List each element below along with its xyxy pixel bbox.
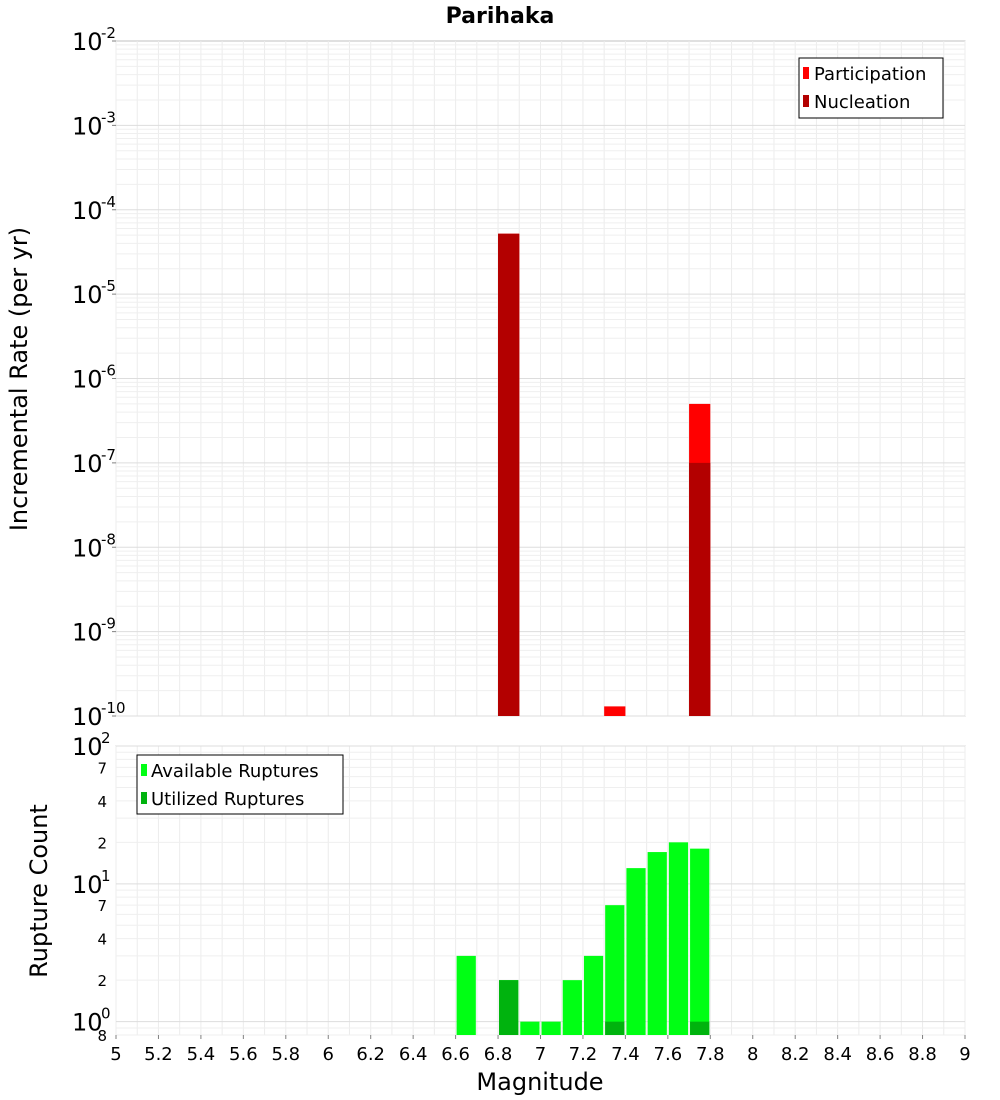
utilized-ruptures-bar bbox=[499, 980, 519, 1035]
x-tick-label: 5.2 bbox=[144, 1044, 173, 1065]
legend-swatch-utilized bbox=[141, 792, 147, 804]
y-tick-exponent: -2 bbox=[101, 24, 116, 42]
y-minor-tick-label: 4 bbox=[97, 793, 107, 811]
count-legend: Available Ruptures Utilized Ruptures bbox=[136, 754, 344, 815]
x-tick-label: 8.8 bbox=[908, 1044, 937, 1065]
available-ruptures-bar bbox=[647, 852, 667, 1035]
legend-swatch-nucleation bbox=[803, 95, 809, 107]
x-tick-label: 6 bbox=[323, 1044, 334, 1065]
available-ruptures-bar bbox=[605, 905, 625, 1035]
available-ruptures-bar bbox=[626, 868, 646, 1035]
x-axis-label: Magnitude bbox=[476, 1068, 603, 1096]
x-tick-label: 5 bbox=[110, 1044, 121, 1065]
utilized-ruptures-bar bbox=[690, 1021, 710, 1035]
count-plot-bars bbox=[456, 842, 710, 1035]
rate-y-axis-label: Incremental Rate (per yr) bbox=[5, 227, 33, 531]
y-tick-label: 10 bbox=[72, 112, 103, 140]
count-y-axis-label: Rupture Count bbox=[25, 804, 53, 978]
y-tick-exponent: -9 bbox=[101, 615, 116, 633]
y-tick-label: 10 bbox=[72, 871, 103, 899]
legend-swatch-participation bbox=[803, 67, 809, 79]
y-tick-exponent: -3 bbox=[101, 108, 116, 126]
x-tick-label: 7.2 bbox=[569, 1044, 598, 1065]
rate-legend: Participation Nucleation bbox=[798, 57, 944, 119]
x-tick-label: 7.8 bbox=[696, 1044, 725, 1065]
y-tick-label: 10 bbox=[72, 703, 103, 731]
x-tick-label: 8.2 bbox=[781, 1044, 810, 1065]
x-tick-label: 7.4 bbox=[611, 1044, 640, 1065]
x-tick-label: 7 bbox=[535, 1044, 546, 1065]
rate-plot-panel: 10-210-310-410-510-610-710-810-910-10 In… bbox=[5, 24, 966, 731]
available-ruptures-bar bbox=[541, 1021, 561, 1035]
x-tick-label: 5.4 bbox=[187, 1044, 216, 1065]
y-tick-exponent: -5 bbox=[101, 277, 116, 295]
y-tick-exponent: 2 bbox=[101, 729, 111, 747]
y-tick-label: 10 bbox=[72, 197, 103, 225]
y-minor-tick-label: 8 bbox=[97, 1027, 107, 1045]
available-ruptures-bar bbox=[520, 1021, 540, 1035]
y-minor-tick-label: 7 bbox=[97, 759, 107, 777]
y-tick-label: 10 bbox=[72, 619, 103, 647]
y-tick-label: 10 bbox=[72, 450, 103, 478]
rate-y-ticks: 10-210-310-410-510-610-710-810-910-10 bbox=[72, 24, 126, 731]
rate-legend-box bbox=[798, 57, 944, 119]
nucleation-bar bbox=[689, 462, 711, 716]
legend-label-utilized: Utilized Ruptures bbox=[151, 789, 304, 810]
x-tick-label: 6.8 bbox=[484, 1044, 513, 1065]
y-minor-tick-label: 2 bbox=[97, 834, 107, 852]
x-tick-label: 5.6 bbox=[229, 1044, 258, 1065]
legend-label-available: Available Ruptures bbox=[151, 761, 319, 782]
participation-bar bbox=[604, 706, 626, 716]
y-tick-exponent: -4 bbox=[101, 193, 116, 211]
y-tick-exponent: 1 bbox=[101, 867, 111, 885]
y-tick-label: 10 bbox=[72, 534, 103, 562]
x-tick-label: 8 bbox=[747, 1044, 758, 1065]
x-tick-label: 6.6 bbox=[441, 1044, 470, 1065]
y-minor-tick-label: 7 bbox=[97, 897, 107, 915]
available-ruptures-bar bbox=[690, 848, 710, 1035]
rate-plot-grid bbox=[115, 41, 966, 717]
y-tick-exponent: -7 bbox=[101, 446, 116, 464]
count-legend-box bbox=[136, 754, 344, 815]
legend-label-nucleation: Nucleation bbox=[814, 92, 910, 113]
y-tick-exponent: 0 bbox=[101, 1005, 111, 1023]
x-axis-ticks: 5 5.2 5.4 5.6 5.8 6 6.2 6.4 6.6 6.8 7 7.2 7.4 7.6 7.8 8… bbox=[110, 1035, 971, 1065]
legend-label-participation: Participation bbox=[814, 64, 926, 85]
rate-plot-bars bbox=[498, 233, 711, 716]
y-tick-label: 10 bbox=[72, 733, 103, 761]
available-ruptures-bar bbox=[562, 980, 582, 1035]
x-tick-label: 9 bbox=[959, 1044, 970, 1065]
utilized-ruptures-bar bbox=[605, 1021, 625, 1035]
x-tick-label: 7.6 bbox=[654, 1044, 683, 1065]
x-tick-label: 8.4 bbox=[823, 1044, 852, 1065]
y-tick-exponent: -8 bbox=[101, 530, 116, 548]
x-tick-label: 8.6 bbox=[866, 1044, 895, 1065]
x-tick-label: 6.4 bbox=[399, 1044, 428, 1065]
y-tick-exponent: -6 bbox=[101, 362, 116, 380]
y-tick-label: 10 bbox=[72, 28, 103, 56]
y-tick-label: 10 bbox=[72, 1009, 103, 1037]
x-tick-label: 6.2 bbox=[356, 1044, 385, 1065]
y-minor-tick-label: 4 bbox=[97, 931, 107, 949]
y-tick-exponent: -10 bbox=[101, 699, 126, 717]
chart-title: Parihaka bbox=[446, 4, 555, 29]
available-ruptures-bar bbox=[456, 955, 476, 1035]
legend-swatch-available bbox=[141, 764, 147, 776]
y-minor-tick-label: 2 bbox=[97, 972, 107, 990]
available-ruptures-bar bbox=[583, 955, 604, 1035]
nucleation-bar bbox=[498, 233, 520, 716]
available-ruptures-bar bbox=[668, 842, 689, 1035]
y-tick-label: 10 bbox=[72, 281, 103, 309]
x-tick-label: 5.8 bbox=[271, 1044, 300, 1065]
y-tick-label: 10 bbox=[72, 366, 103, 394]
